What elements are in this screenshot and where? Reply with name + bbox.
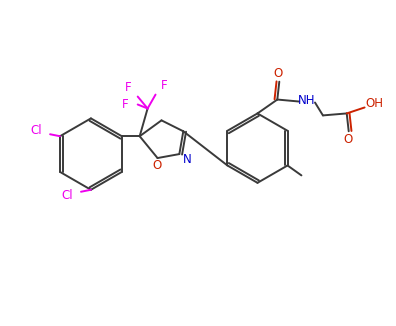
Text: OH: OH (366, 97, 383, 110)
Text: O: O (343, 133, 352, 146)
Text: N: N (183, 153, 192, 166)
Text: O: O (274, 67, 283, 80)
Text: NH: NH (298, 94, 316, 107)
Text: Cl: Cl (30, 124, 42, 137)
Text: F: F (124, 81, 131, 94)
Text: F: F (161, 79, 168, 92)
Text: Cl: Cl (61, 189, 73, 202)
Text: O: O (152, 159, 161, 172)
Text: F: F (122, 98, 128, 111)
